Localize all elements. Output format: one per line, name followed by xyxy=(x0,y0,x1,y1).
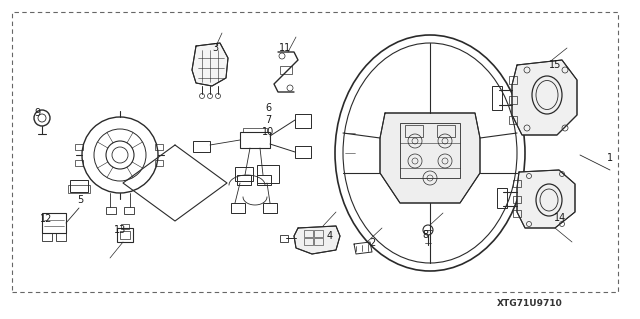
Bar xyxy=(257,175,271,185)
Text: 1: 1 xyxy=(607,153,613,163)
Bar xyxy=(56,233,66,241)
Bar xyxy=(513,196,521,203)
Text: 14: 14 xyxy=(554,213,566,223)
Bar xyxy=(509,96,517,104)
Text: 8: 8 xyxy=(422,230,428,240)
Text: 12: 12 xyxy=(40,214,52,224)
Bar xyxy=(295,146,311,158)
Bar xyxy=(124,207,134,214)
Bar xyxy=(280,66,292,74)
Bar xyxy=(121,224,129,229)
Bar xyxy=(513,210,521,217)
Bar xyxy=(304,238,313,245)
Text: 5: 5 xyxy=(77,195,83,205)
Bar xyxy=(314,238,323,245)
Bar xyxy=(405,125,423,137)
Polygon shape xyxy=(380,113,480,203)
Bar xyxy=(193,141,210,152)
Bar xyxy=(400,123,460,178)
Bar xyxy=(12,12,618,292)
Bar xyxy=(263,203,277,213)
Bar xyxy=(120,231,130,239)
Polygon shape xyxy=(192,43,228,86)
Bar xyxy=(155,144,163,150)
Text: 6: 6 xyxy=(265,103,271,113)
Bar xyxy=(106,207,116,214)
Bar xyxy=(314,230,323,237)
Bar xyxy=(492,86,502,110)
Bar xyxy=(75,144,83,150)
Polygon shape xyxy=(294,226,340,254)
Bar xyxy=(257,165,279,183)
Bar xyxy=(42,233,52,241)
Bar xyxy=(235,167,253,181)
Bar xyxy=(280,235,288,242)
Bar xyxy=(243,128,267,132)
Polygon shape xyxy=(517,170,575,228)
Text: 15: 15 xyxy=(549,60,561,70)
Bar xyxy=(295,114,311,128)
Text: 7: 7 xyxy=(265,115,271,125)
Text: 11: 11 xyxy=(279,43,291,53)
Text: 4: 4 xyxy=(327,231,333,241)
Bar xyxy=(513,180,521,187)
Bar xyxy=(437,125,455,137)
Text: 2: 2 xyxy=(369,238,375,248)
Bar xyxy=(231,203,245,213)
Bar xyxy=(68,185,90,193)
Bar xyxy=(70,180,88,192)
Polygon shape xyxy=(512,60,577,135)
Bar xyxy=(240,132,270,148)
Bar xyxy=(237,175,251,185)
Bar xyxy=(509,116,517,124)
Bar xyxy=(75,160,83,166)
Text: 3: 3 xyxy=(212,43,218,53)
Bar xyxy=(117,228,133,242)
Bar xyxy=(304,230,313,237)
Bar xyxy=(155,160,163,166)
Text: XTG71U9710: XTG71U9710 xyxy=(497,299,563,308)
Bar xyxy=(42,213,66,233)
Text: 13: 13 xyxy=(114,225,126,235)
Bar xyxy=(509,76,517,84)
Text: 10: 10 xyxy=(262,127,274,137)
Bar xyxy=(497,188,507,208)
Text: 9: 9 xyxy=(34,108,40,118)
